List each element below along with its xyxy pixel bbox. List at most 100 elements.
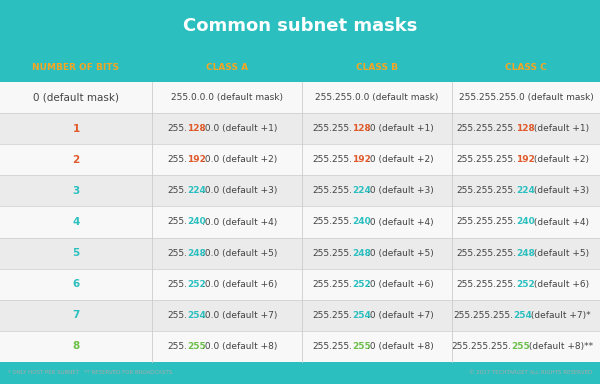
Text: 1: 1	[73, 124, 80, 134]
Text: (default +4): (default +4)	[531, 217, 589, 227]
Text: 7: 7	[73, 310, 80, 320]
Bar	[0, 52, 600, 82]
Text: .0.0 (default +2): .0.0 (default +2)	[202, 155, 277, 164]
Text: .0.0 (default +4): .0.0 (default +4)	[202, 217, 277, 227]
Text: * ONLY HOST PER SUBNET   ** RESERVED FOR BROADCASTS: * ONLY HOST PER SUBNET ** RESERVED FOR B…	[8, 371, 172, 376]
Text: 255.255.: 255.255.	[312, 342, 352, 351]
Text: 255.: 255.	[167, 155, 187, 164]
Text: .0 (default +5): .0 (default +5)	[367, 248, 434, 258]
Text: .0.0 (default +1): .0.0 (default +1)	[202, 124, 277, 133]
Text: 255.: 255.	[167, 186, 187, 195]
Text: CLASS B: CLASS B	[356, 63, 398, 71]
Text: (default +8)**: (default +8)**	[526, 342, 593, 351]
Text: (default +5): (default +5)	[531, 248, 589, 258]
Text: 0 (default mask): 0 (default mask)	[33, 93, 119, 103]
Text: 254: 254	[514, 311, 532, 320]
Text: 255.: 255.	[167, 280, 187, 289]
Text: 255.255.: 255.255.	[312, 217, 352, 227]
Text: 224: 224	[187, 186, 206, 195]
Text: 240: 240	[516, 217, 535, 227]
Text: 255.255.255.: 255.255.255.	[456, 186, 516, 195]
Text: 255.255.255.: 255.255.255.	[456, 280, 516, 289]
Text: 255: 255	[187, 342, 206, 351]
Text: (default +7)*: (default +7)*	[529, 311, 591, 320]
Text: 224: 224	[352, 186, 371, 195]
Text: 248: 248	[352, 248, 371, 258]
Text: 128: 128	[352, 124, 371, 133]
Bar	[0, 175, 600, 207]
Text: 248: 248	[516, 248, 535, 258]
Bar	[0, 331, 600, 362]
Text: 128: 128	[516, 124, 535, 133]
Text: 255.: 255.	[167, 311, 187, 320]
Text: 255.: 255.	[167, 217, 187, 227]
Text: 248: 248	[187, 248, 206, 258]
Text: 252: 252	[352, 280, 371, 289]
Text: 252: 252	[516, 280, 535, 289]
Bar	[0, 269, 600, 300]
Text: 3: 3	[73, 186, 80, 196]
Text: 255.: 255.	[167, 124, 187, 133]
Text: (default +6): (default +6)	[531, 280, 589, 289]
Text: (default +2): (default +2)	[531, 155, 589, 164]
Text: 255.: 255.	[167, 248, 187, 258]
Text: 224: 224	[516, 186, 535, 195]
Text: 4: 4	[73, 217, 80, 227]
Text: .0.0 (default +8): .0.0 (default +8)	[202, 342, 277, 351]
Text: 5: 5	[73, 248, 80, 258]
Text: .0 (default +6): .0 (default +6)	[367, 280, 434, 289]
Text: 192: 192	[187, 155, 206, 164]
Text: .0 (default +4): .0 (default +4)	[367, 217, 434, 227]
Text: 254: 254	[187, 311, 206, 320]
Bar	[0, 113, 600, 144]
Text: (default +1): (default +1)	[531, 124, 589, 133]
Text: 255.255.: 255.255.	[312, 186, 352, 195]
Text: 255.0.0.0 (default mask): 255.0.0.0 (default mask)	[171, 93, 283, 102]
Text: .0.0 (default +6): .0.0 (default +6)	[202, 280, 277, 289]
Text: 255.255.: 255.255.	[312, 124, 352, 133]
Text: 2: 2	[73, 155, 80, 165]
Text: NUMBER OF BITS: NUMBER OF BITS	[32, 63, 119, 71]
Bar	[0, 238, 600, 269]
Text: .0 (default +8): .0 (default +8)	[367, 342, 434, 351]
Text: 255.255.: 255.255.	[312, 311, 352, 320]
Text: Common subnet masks: Common subnet masks	[183, 17, 417, 35]
Bar	[0, 300, 600, 331]
Text: 6: 6	[73, 279, 80, 289]
Text: .0 (default +1): .0 (default +1)	[367, 124, 434, 133]
Text: 255.255.255.: 255.255.255.	[456, 248, 516, 258]
Bar	[0, 82, 600, 113]
Text: 254: 254	[352, 311, 371, 320]
Bar	[0, 207, 600, 238]
Text: .0 (default +7): .0 (default +7)	[367, 311, 434, 320]
Text: 255.255.255.: 255.255.255.	[456, 124, 516, 133]
Text: 240: 240	[187, 217, 206, 227]
Text: 255.255.: 255.255.	[312, 155, 352, 164]
Text: CLASS C: CLASS C	[505, 63, 547, 71]
Text: 255.255.255.0 (default mask): 255.255.255.0 (default mask)	[458, 93, 593, 102]
Text: .0.0 (default +7): .0.0 (default +7)	[202, 311, 277, 320]
Text: © 2017 TECHTARGET ALL RIGHTS RESERVED: © 2017 TECHTARGET ALL RIGHTS RESERVED	[469, 371, 592, 376]
Text: 240: 240	[352, 217, 371, 227]
Bar	[0, 144, 600, 175]
Text: 255.: 255.	[167, 342, 187, 351]
Text: 255.255.255.: 255.255.255.	[451, 342, 511, 351]
Text: 255: 255	[352, 342, 371, 351]
Text: .0.0 (default +5): .0.0 (default +5)	[202, 248, 277, 258]
Text: CLASS A: CLASS A	[206, 63, 248, 71]
Text: 8: 8	[73, 341, 80, 351]
Text: .0 (default +2): .0 (default +2)	[367, 155, 434, 164]
Text: 192: 192	[516, 155, 535, 164]
Text: 128: 128	[187, 124, 206, 133]
Text: 255: 255	[511, 342, 530, 351]
Text: 255.255.: 255.255.	[312, 280, 352, 289]
Text: 255.255.: 255.255.	[312, 248, 352, 258]
Text: 255.255.255.: 255.255.255.	[456, 217, 516, 227]
Text: 192: 192	[352, 155, 371, 164]
Text: 255.255.0.0 (default mask): 255.255.0.0 (default mask)	[316, 93, 439, 102]
Text: .0 (default +3): .0 (default +3)	[367, 186, 434, 195]
Text: .0.0 (default +3): .0.0 (default +3)	[202, 186, 277, 195]
Text: 255.255.255.: 255.255.255.	[454, 311, 514, 320]
Text: (default +3): (default +3)	[531, 186, 589, 195]
Text: 252: 252	[187, 280, 206, 289]
